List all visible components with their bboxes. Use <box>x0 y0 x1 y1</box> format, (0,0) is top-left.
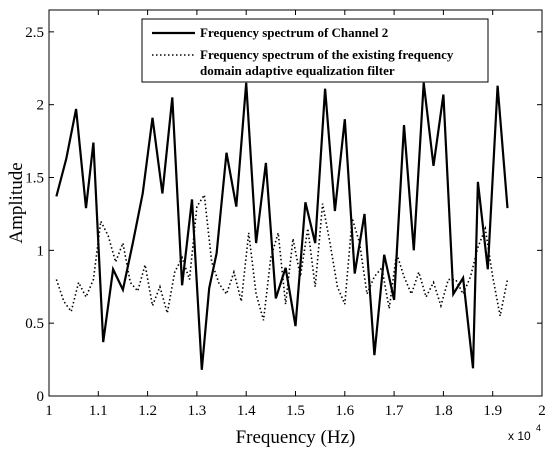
y-tick-label: 1 <box>37 243 45 259</box>
legend: Frequency spectrum of Channel 2 Frequenc… <box>141 18 489 83</box>
y-tick-label: 1.5 <box>25 171 44 187</box>
x-tick-label: 1.6 <box>335 403 354 419</box>
y-tick-label: 0.5 <box>25 316 44 332</box>
x-tick-label: 1.8 <box>434 403 453 419</box>
legend-box <box>141 18 489 83</box>
y-tick-label: 2 <box>37 98 45 114</box>
x-tick-label: 1.2 <box>138 403 157 419</box>
x-tick-label: 1 <box>45 403 53 419</box>
axis-ticks: 1 1.1 1.2 1.3 1.4 1.5 1.6 1.7 1.8 1.9 2 0 0.5 1 1.5 2 2.… <box>25 10 546 419</box>
x-axis-title: Frequency (Hz) <box>236 427 356 448</box>
legend-label-channel-2: Frequency spectrum of Channel 2 <box>200 25 388 40</box>
x-multiplier-exponent: 4 <box>536 423 541 433</box>
y-tick-label: 0 <box>37 389 45 405</box>
x-tick-label: 1.9 <box>483 403 502 419</box>
y-tick-label: 2.5 <box>25 25 44 41</box>
x-tick-label: 2 <box>538 403 546 419</box>
series-line-equalization-filter <box>55 192 509 321</box>
x-tick-label: 1.4 <box>237 403 256 419</box>
legend-label-line-2: domain adaptive equalization filter <box>200 63 395 78</box>
series-line-channel-2 <box>55 82 509 370</box>
x-tick-label: 1.1 <box>89 403 108 419</box>
x-tick-label: 1.7 <box>385 403 404 419</box>
legend-label-line-1: Frequency spectrum of the existing frequ… <box>200 47 454 62</box>
y-axis-title: Amplitude <box>6 162 27 243</box>
x-tick-label: 1.3 <box>188 403 207 419</box>
legend-label-equalization-filter: Frequency spectrum of the existing frequ… <box>200 47 457 78</box>
series-layer <box>55 82 509 370</box>
x-multiplier: x 10 <box>508 429 531 443</box>
x-tick-label: 1.5 <box>286 403 305 419</box>
